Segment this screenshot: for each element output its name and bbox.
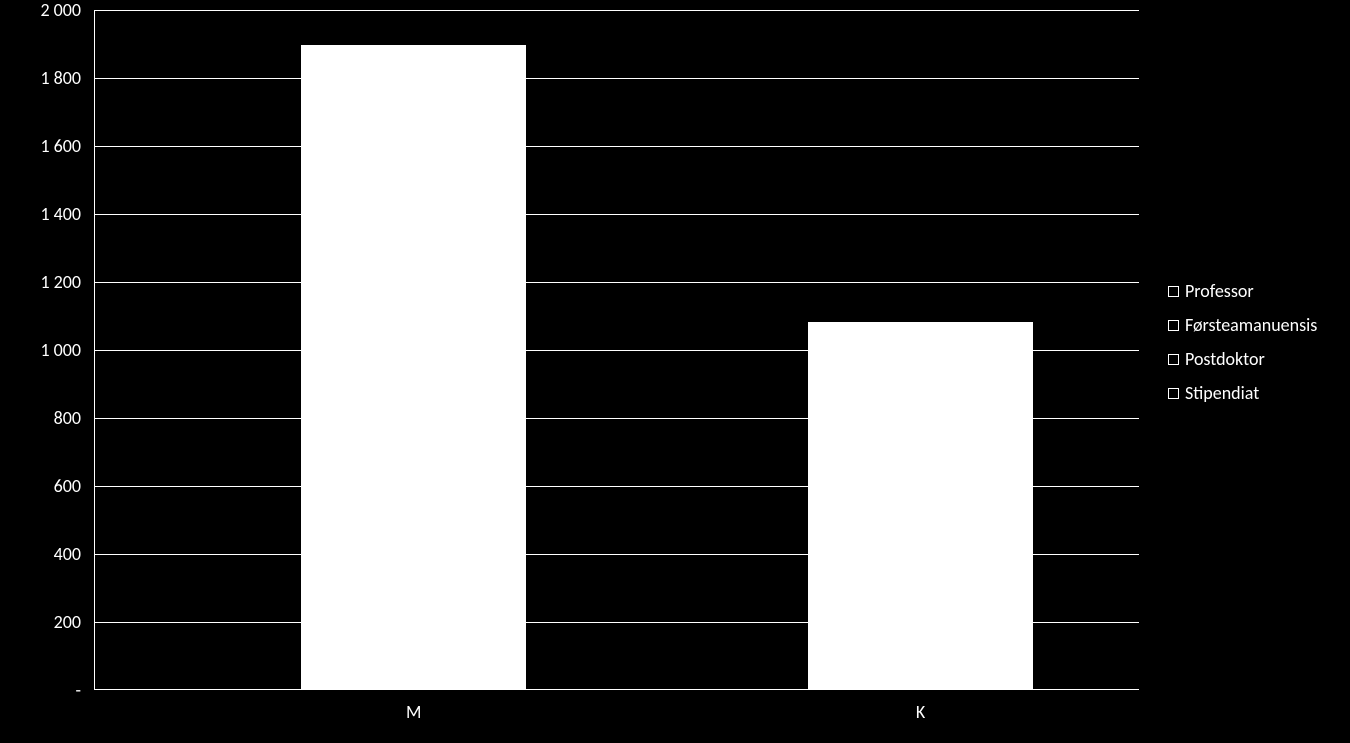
y-tick-label: - [75,679,95,701]
legend-item-postdoktor: Postdoktor [1168,350,1317,368]
y-tick-label: 200 [54,611,95,633]
gridline [95,282,1139,283]
y-tick-label: 1 200 [40,271,95,293]
legend-label: Professor [1185,280,1254,302]
y-tick-label: 1 400 [40,203,95,225]
bar-M [301,45,526,689]
x-tick-label-M: M [406,689,421,723]
bar-segment-K-postdoktor [808,505,1033,597]
bar-segment-K-forsteamanuensis [808,414,1033,506]
y-tick-label: 1 800 [40,67,95,89]
y-tick-label: 1 600 [40,135,95,157]
legend-item-professor: Professor [1168,282,1317,300]
legend-item-stipendiat: Stipendiat [1168,384,1317,402]
bar-chart: - 200 400 600 800 1 000 1 200 1 400 1 600 1 800 2 … [0,0,1350,743]
gridline [95,78,1139,79]
chart-legend: Professor Førsteamanuensis Postdoktor Stipe… [1168,282,1317,402]
legend-swatch-icon [1168,320,1179,331]
legend-swatch-icon [1168,388,1179,399]
y-tick-label: 800 [54,407,95,429]
x-tick-label-K: K [916,689,925,723]
bar-segment-M-postdoktor [301,367,526,528]
bar-segment-M-forsteamanuensis [301,206,526,367]
bar-segment-K-professor [808,322,1033,414]
y-tick-label: 400 [54,543,95,565]
y-tick-label: 600 [54,475,95,497]
y-tick-label: 1 000 [40,339,95,361]
legend-swatch-icon [1168,354,1179,365]
y-tick-label: 2 000 [40,0,95,21]
legend-swatch-icon [1168,286,1179,297]
legend-label: Førsteamanuensis [1185,314,1317,336]
bar-segment-M-stipendiat [301,528,526,689]
bar-K [808,322,1033,689]
gridline [95,10,1139,11]
legend-label: Stipendiat [1185,382,1259,404]
plot-area: -2004006008001 0001 2001 4001 6001 8002 … [94,10,1139,690]
gridline [95,214,1139,215]
bar-segment-K-stipendiat [808,597,1033,689]
legend-item-forsteamanuensis: Førsteamanuensis [1168,316,1317,334]
legend-label: Postdoktor [1185,348,1265,370]
bar-segment-M-professor [301,45,526,206]
gridline [95,146,1139,147]
